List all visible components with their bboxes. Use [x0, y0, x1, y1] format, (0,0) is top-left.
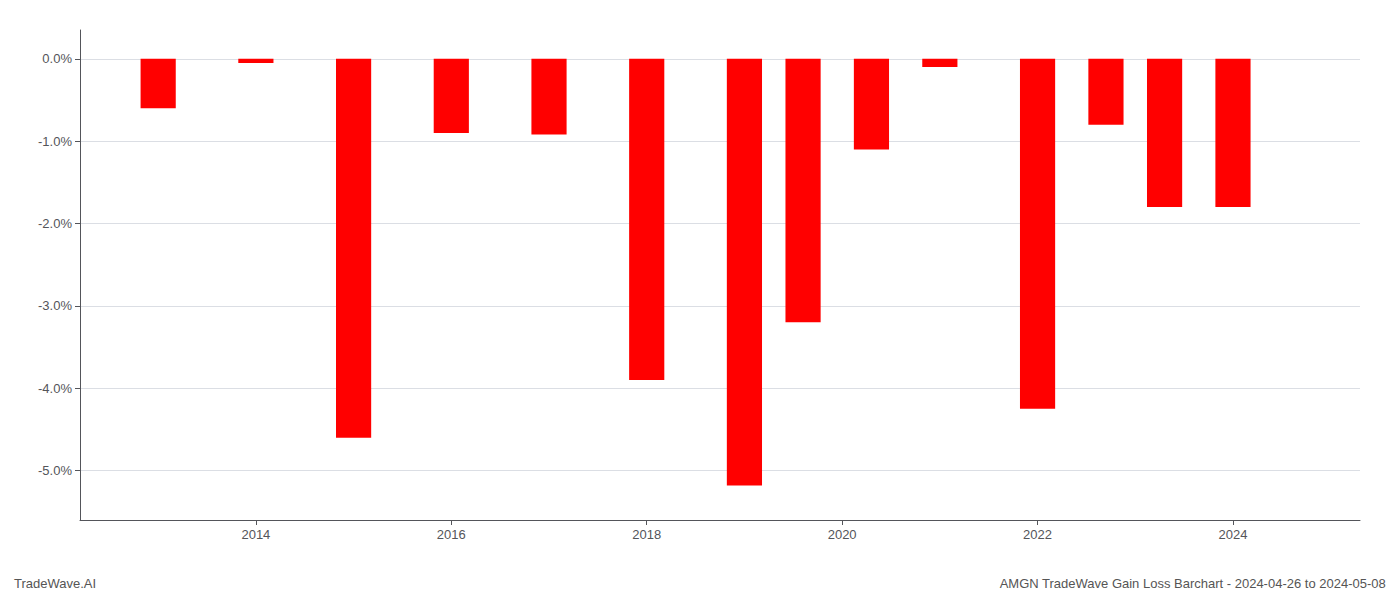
svg-text:-1.0%: -1.0% — [38, 134, 72, 149]
svg-text:2016: 2016 — [437, 527, 466, 542]
svg-text:2022: 2022 — [1023, 527, 1052, 542]
svg-text:-4.0%: -4.0% — [38, 381, 72, 396]
svg-text:2014: 2014 — [241, 527, 270, 542]
svg-text:2020: 2020 — [828, 527, 857, 542]
svg-text:AMGN TradeWave Gain Loss Barch: AMGN TradeWave Gain Loss Barchart - 2024… — [1000, 576, 1386, 591]
svg-text:2018: 2018 — [632, 527, 661, 542]
svg-text:-3.0%: -3.0% — [38, 298, 72, 313]
svg-text:-5.0%: -5.0% — [38, 463, 72, 478]
svg-text:0.0%: 0.0% — [42, 51, 72, 66]
svg-text:-2.0%: -2.0% — [38, 216, 72, 231]
svg-text:TradeWave.AI: TradeWave.AI — [14, 576, 96, 591]
svg-text:2024: 2024 — [1219, 527, 1248, 542]
